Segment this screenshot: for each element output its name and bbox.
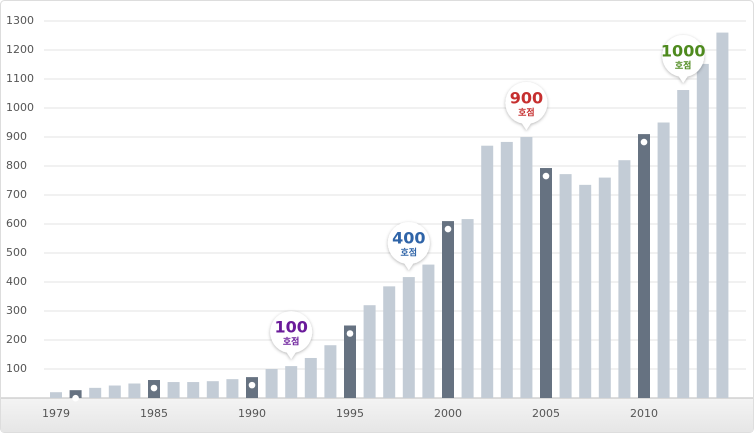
- bar: [481, 145, 494, 398]
- bar-dot: [444, 225, 452, 233]
- bar: [559, 174, 572, 398]
- y-tick-label: 600: [6, 217, 27, 230]
- bar: [304, 357, 317, 398]
- y-tick-label: 1200: [6, 43, 34, 56]
- x-tick-label: 2005: [532, 407, 560, 420]
- annotation: 1000: [661, 42, 706, 61]
- annotation-sub: 호점: [518, 107, 535, 119]
- annotation-sub: 호점: [401, 247, 418, 259]
- bar: [344, 325, 356, 398]
- y-tick-label: 400: [6, 275, 27, 288]
- callout: [505, 82, 548, 130]
- bar: [265, 369, 278, 398]
- bar: [89, 387, 102, 398]
- callout: [662, 35, 705, 84]
- x-tick-label: 1985: [140, 407, 168, 420]
- bar-dot: [150, 384, 158, 392]
- y-tick-label: 900: [6, 130, 27, 143]
- y-tick-label: 700: [6, 188, 27, 201]
- bar: [500, 141, 513, 398]
- bar: [50, 392, 62, 398]
- annotation: 100: [274, 318, 307, 337]
- x-tick-label: 1979: [42, 407, 70, 420]
- x-tick-label: 1995: [336, 407, 364, 420]
- bar: [540, 168, 552, 398]
- bar-dot: [72, 394, 79, 402]
- y-tick-label: 300: [6, 304, 27, 317]
- bar: [383, 286, 396, 398]
- bar: [402, 277, 415, 398]
- bar: [206, 381, 219, 398]
- callout-bubble: [270, 311, 313, 354]
- bar: [618, 160, 631, 398]
- annotation-sub: 호점: [675, 60, 692, 72]
- callout: [387, 222, 430, 271]
- bar: [69, 390, 82, 398]
- bar: [363, 305, 376, 398]
- bar: [677, 90, 690, 399]
- bar: [108, 385, 121, 398]
- bar: [520, 137, 533, 398]
- bar-dot: [542, 172, 550, 180]
- bar: [128, 383, 141, 398]
- annotation: 400: [392, 229, 425, 248]
- bar: [657, 122, 670, 398]
- bar: [167, 382, 180, 398]
- x-tick-label: 2010: [630, 407, 658, 420]
- callout: [270, 311, 313, 360]
- bar: [638, 134, 650, 398]
- annotation: 900: [510, 89, 543, 108]
- bar: [187, 382, 200, 398]
- x-tick-label: 2000: [434, 407, 462, 420]
- bar: [461, 219, 474, 398]
- bar: [598, 177, 611, 398]
- bar: [579, 184, 592, 398]
- callout-bubble: [387, 222, 430, 265]
- y-tick-label: 800: [6, 159, 27, 172]
- y-tick-label: 500: [6, 246, 27, 259]
- y-tick-label: 1100: [6, 72, 34, 85]
- callout-bubble: [505, 82, 548, 124]
- bar: [696, 63, 709, 399]
- callout-bubble: [662, 35, 705, 78]
- bar: [226, 379, 239, 398]
- annotation-sub: 호점: [283, 336, 300, 348]
- bar: [442, 221, 454, 398]
- y-tick-label: 1300: [6, 14, 34, 27]
- bar-dot: [248, 381, 256, 389]
- bar: [716, 32, 729, 398]
- bar-dot: [640, 138, 648, 146]
- bar-dot: [346, 330, 354, 337]
- bar: [285, 366, 298, 398]
- y-tick-label: 200: [6, 333, 27, 346]
- y-tick-label: 100: [6, 362, 27, 375]
- bar: [422, 264, 435, 398]
- x-axis-band: [1, 398, 753, 432]
- bar: [324, 345, 337, 398]
- y-tick-label: 1000: [6, 101, 34, 114]
- x-tick-label: 1990: [238, 407, 266, 420]
